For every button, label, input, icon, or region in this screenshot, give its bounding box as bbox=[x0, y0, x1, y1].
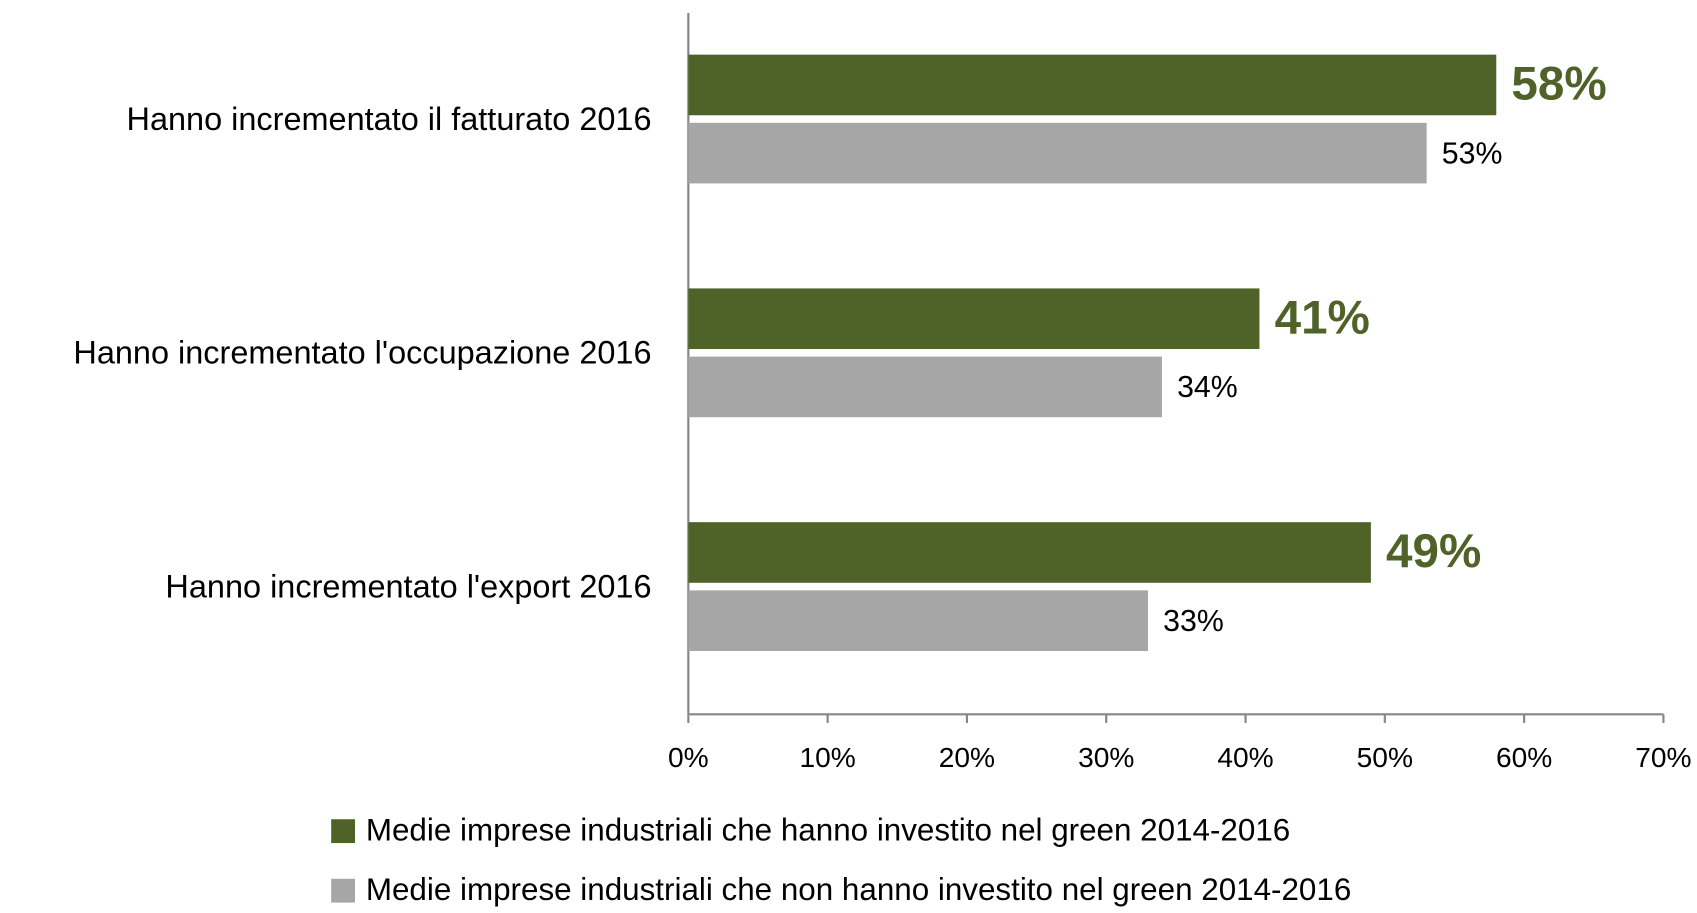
category-label: Hanno incrementato l'occupazione 2016 bbox=[73, 335, 651, 371]
x-tick-label: 40% bbox=[1217, 742, 1273, 773]
bar bbox=[688, 122, 1427, 184]
bar bbox=[688, 356, 1162, 418]
data-label: 49% bbox=[1386, 525, 1481, 578]
legend-label: Medie imprese industriali che hanno inve… bbox=[366, 813, 1290, 848]
x-tick-label: 70% bbox=[1635, 742, 1691, 773]
category-label: Hanno incrementato l'export 2016 bbox=[165, 568, 651, 604]
x-tick-label: 10% bbox=[799, 742, 855, 773]
legend-swatch bbox=[331, 819, 355, 844]
x-tick-label: 30% bbox=[1078, 742, 1134, 773]
data-label: 34% bbox=[1177, 371, 1238, 404]
legend-label: Medie imprese industriali che non hanno … bbox=[366, 872, 1351, 907]
x-tick-label: 50% bbox=[1357, 742, 1413, 773]
bar bbox=[688, 54, 1497, 116]
data-label: 41% bbox=[1275, 291, 1370, 344]
bar bbox=[688, 590, 1149, 651]
legend-swatch bbox=[331, 878, 355, 903]
bar bbox=[688, 288, 1260, 350]
data-label: 53% bbox=[1442, 137, 1503, 170]
data-label: 33% bbox=[1163, 605, 1224, 638]
bar bbox=[688, 522, 1371, 583]
x-tick-label: 60% bbox=[1496, 742, 1552, 773]
x-tick-label: 0% bbox=[668, 742, 709, 773]
data-label: 58% bbox=[1511, 58, 1606, 111]
x-tick-label: 20% bbox=[939, 742, 995, 773]
category-label: Hanno incrementato il fatturato 2016 bbox=[127, 101, 652, 137]
